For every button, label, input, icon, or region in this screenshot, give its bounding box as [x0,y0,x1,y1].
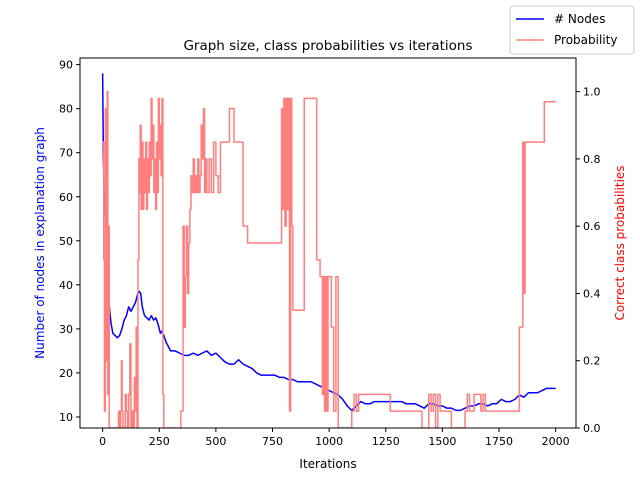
plot-frame [79,57,577,429]
left-y-tick-label: 70 [59,147,73,160]
x-tick-label: 1750 [485,435,513,448]
x-axis: 0 250 500 750 1000 1250 1500 1750 2000 [99,428,570,448]
legend-label-nodes: # Nodes [554,12,605,26]
left-y-axis-label: Number of nodes in explanation graph [33,127,47,359]
series-line-probability [102,90,556,428]
left-y-tick-label: 40 [59,279,73,292]
left-y-tick-label: 60 [59,191,73,204]
x-tick-label: 0 [99,435,106,448]
left-y-tick-label: 30 [59,323,73,336]
x-tick-label: 2000 [542,435,570,448]
right-y-tick-label: 0.0 [583,422,601,435]
x-tick-label: 750 [262,435,283,448]
series-line-nodes [101,73,556,412]
legend-box [509,5,635,55]
left-y-tick-label: 50 [59,235,73,248]
legend: # Nodes Probability [509,5,635,55]
right-y-tick-label: 0.6 [583,220,601,233]
right-y-axis: 0.0 0.2 0.4 0.6 0.8 1.0 [576,86,601,435]
left-y-tick-label: 80 [59,103,73,116]
x-axis-label: Iterations [299,457,356,471]
left-y-tick-label: 90 [59,59,73,72]
left-y-tick-label: 10 [59,411,73,424]
x-tick-label: 1000 [315,435,343,448]
x-tick-label: 250 [149,435,170,448]
series-layer [101,73,556,428]
legend-label-probability: Probability [554,33,617,47]
right-y-tick-label: 0.2 [583,355,601,368]
left-y-tick-label: 20 [59,367,73,380]
left-y-axis: 10 20 30 40 50 60 70 80 90 [59,59,80,424]
right-y-axis-label: Correct class probabilities [613,165,627,320]
right-y-tick-label: 0.4 [583,287,601,300]
right-y-tick-label: 0.8 [583,153,601,166]
x-tick-label: 1500 [428,435,456,448]
x-tick-label: 1250 [372,435,400,448]
chart-title: Graph size, class probabilities vs itera… [183,38,472,54]
right-y-tick-label: 1.0 [583,86,601,99]
x-tick-label: 500 [205,435,226,448]
